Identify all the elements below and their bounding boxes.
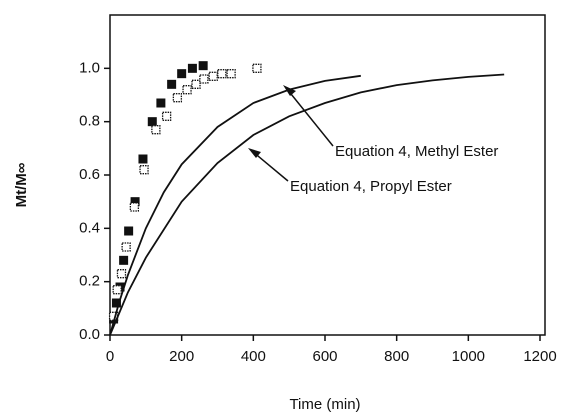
annotation: Equation 4, Propyl Ester [290,178,452,195]
y-tick-label: 1.0 [79,59,100,76]
filled-marker [147,117,157,127]
open-marker [217,69,227,79]
filled-marker [167,79,177,89]
y-axis-label: Mt/M∞ [13,162,30,207]
open-marker [116,269,127,279]
x-tick-label: 800 [384,348,409,365]
open-marker [121,242,131,252]
filled-marker [124,226,134,236]
open-marker [129,202,140,212]
open-marker [182,85,192,95]
filled-marker [177,69,187,79]
x-axis-label: Time (min) [289,396,360,413]
x-tick-label: 1000 [452,348,485,365]
open-marker [112,285,122,295]
open-marker [199,74,209,84]
open-marker [172,93,183,103]
arrow [286,88,334,147]
curve [109,74,361,336]
x-tick-label: 1200 [523,348,556,365]
x-tick-label: 400 [241,348,266,365]
filled-marker [156,98,166,108]
y-tick-label: 0.8 [79,113,100,130]
x-tick-label: 200 [169,348,194,365]
annotation: Equation 4, Methyl Ester [335,143,498,160]
arrow-head [248,148,261,158]
y-tick-label: 0.6 [79,166,100,183]
open-marker [139,165,149,175]
filled-marker [187,63,197,73]
y-tick-label: 0.4 [79,219,100,236]
y-tick-label: 0.2 [79,273,100,290]
open-marker [191,79,201,89]
curve [109,73,505,336]
open-marker [208,71,218,81]
x-tick-label: 600 [312,348,337,365]
filled-marker [111,298,121,308]
x-tick-label: 0 [106,348,114,365]
open-marker [252,63,262,73]
arrow [251,150,289,182]
open-marker [161,111,172,121]
y-tick-label: 0.0 [79,326,100,343]
open-marker [226,69,236,79]
filled-marker [119,255,129,265]
filled-marker [198,61,208,71]
filled-marker [138,154,148,164]
open-marker [151,125,161,135]
